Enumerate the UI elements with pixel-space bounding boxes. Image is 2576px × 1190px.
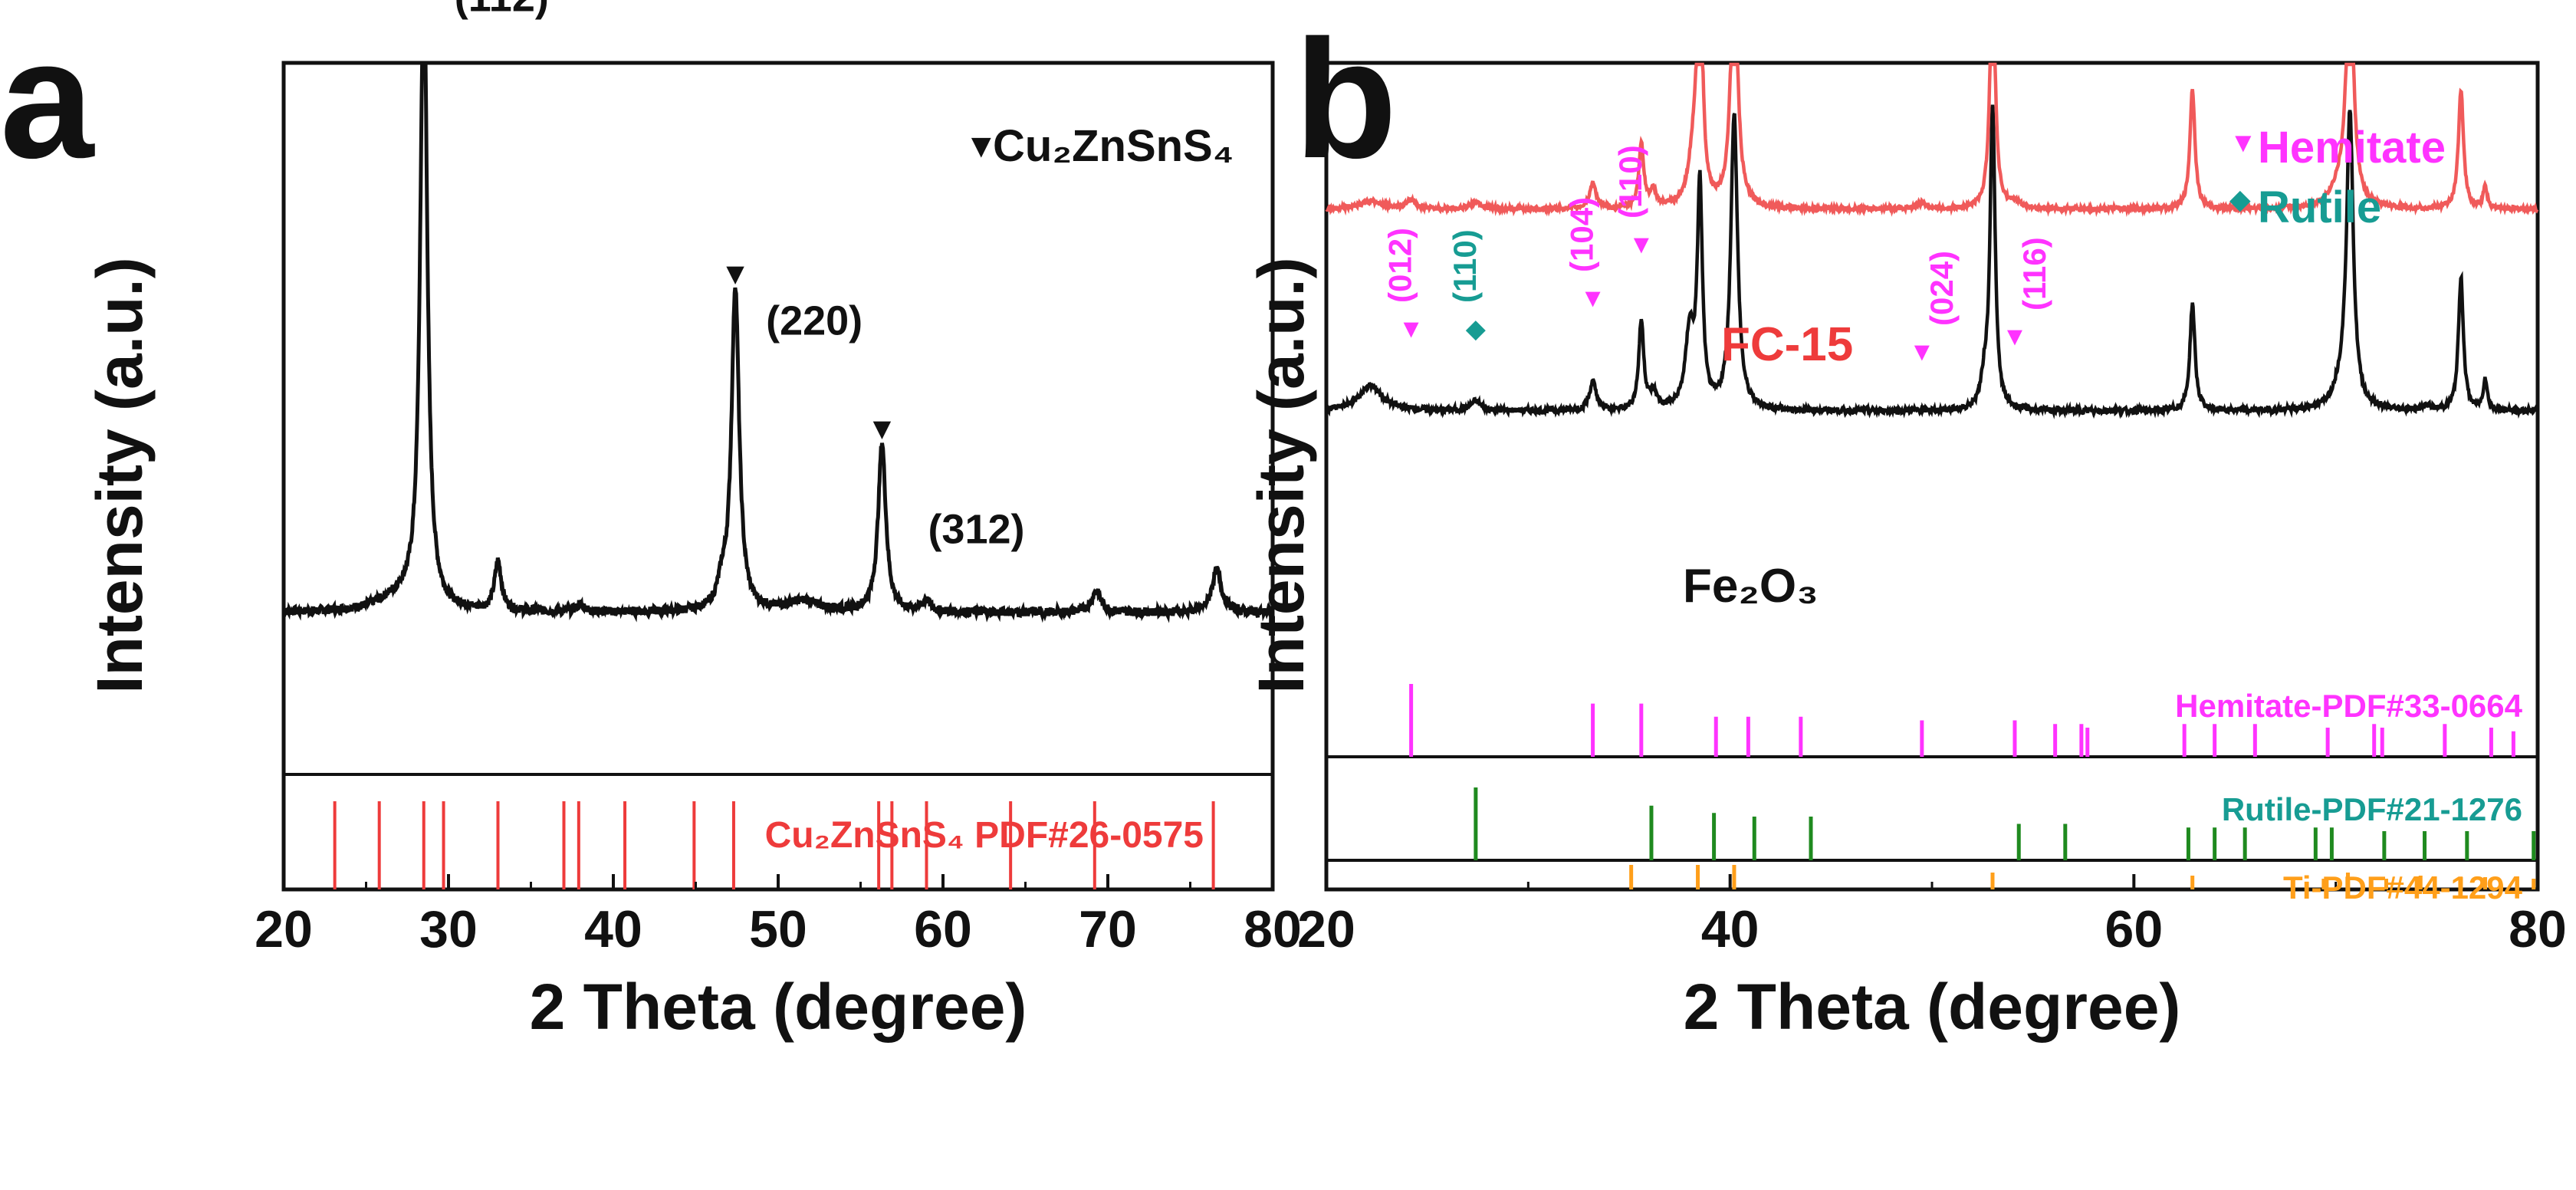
- panel-b-series-line: [1324, 104, 2539, 419]
- panel-a-reference-label: Cu₂ZnSnS₄ PDF#26-0575: [765, 815, 1204, 856]
- panel-a-tick-label: 30: [419, 900, 478, 958]
- panel-a-tick-label: 50: [749, 900, 807, 958]
- panel-b-xlabel: 2 Theta (degree): [1684, 971, 2181, 1043]
- panel-a-plot: ▼ (112) ▼ (220) ▼ (312): [282, 0, 1274, 889]
- panel-a-tick-label: 60: [914, 900, 972, 958]
- panel-a-series-line: [282, 62, 1274, 623]
- panel-b-peak-marker: ▼: [1628, 230, 1654, 259]
- ref-label-rutile: Rutile-PDF#21-1276: [2222, 791, 2522, 827]
- ref-label-hemitate: Hemitate-PDF#33-0664: [2175, 688, 2523, 724]
- panel-a-peak-marker: ▼: [720, 258, 751, 291]
- ref-label-ti: Ti-PDF#44-1294: [2283, 869, 2523, 906]
- panel-b-letter: b: [1294, 5, 1397, 193]
- panel-a-tick-label: 80: [1244, 900, 1302, 958]
- panel-a-peak-label: (312): [928, 507, 1024, 553]
- panel-b-peak-label: (024): [1924, 251, 1960, 326]
- panel-a-xlabel: 2 Theta (degree): [530, 971, 1027, 1043]
- panel-b-peak-marker: ▼: [1398, 314, 1424, 344]
- panel-a: a ▼ (112) ▼ (220) ▼ (312) 20 30 40 50 60 70 80 2 Th…: [0, 0, 1302, 1043]
- panel-b-peak-marker: ▼: [1909, 337, 1935, 367]
- panel-b-peak-labels: ▼ (012) ◆ (110) ▼ (104) ▼ (110) ▼ (024) ▼ (116): [1382, 145, 2052, 367]
- panel-b-peak-label: (012): [1382, 228, 1418, 303]
- panel-b-tick-label: 20: [1297, 900, 1355, 958]
- panel-a-tick-label: 70: [1079, 900, 1137, 958]
- panel-b-peak-label: (110): [1447, 229, 1483, 303]
- panel-a-peak-label: (112): [455, 0, 549, 20]
- panel-b-series-line: [1325, 62, 2539, 218]
- series-label-fe2o3: Fe₂O₃: [1683, 560, 1819, 613]
- panel-b-plot: [1324, 62, 2539, 889]
- panel-b: b 20 40 60 80 2 Theta (degree) Intensity (a…: [1245, 5, 2567, 1043]
- panel-a-tick-label: 20: [255, 900, 313, 958]
- panel-b-peak-label: (104): [1564, 197, 1600, 272]
- panel-b-x-ticks: 20 40 60 80: [1297, 874, 2567, 958]
- panel-b-tick-label: 60: [2105, 900, 2164, 958]
- panel-a-peak-label: (220): [766, 298, 863, 344]
- panel-a-peak-marker: ▼: [867, 413, 898, 446]
- legend-rutile-text: Rutile: [2258, 182, 2381, 232]
- panel-a-legend-text: Cu₂ZnSnS₄: [993, 121, 1234, 171]
- legend-hemitate-marker: ▼: [2229, 127, 2257, 158]
- legend-hemitate-text: Hemitate: [2258, 123, 2446, 173]
- panel-b-tick-label: 40: [1701, 900, 1760, 958]
- panel-a-ylabel: Intensity (a.u.): [84, 257, 156, 693]
- panel-b-ylabel: Intensity (a.u.): [1245, 257, 1317, 693]
- panel-a-legend-marker: ▼: [964, 127, 998, 165]
- legend-rutile-marker: ◆: [2229, 183, 2251, 215]
- panel-b-peak-label: (110): [1612, 145, 1648, 219]
- panel-b-peak-marker: ▼: [2002, 322, 2028, 351]
- panel-b-peak-marker: ◆: [1466, 314, 1487, 344]
- panel-b-tick-label: 80: [2509, 900, 2567, 958]
- series-label-fc15: FC-15: [1721, 318, 1853, 371]
- panel-a-tick-label: 40: [584, 900, 642, 958]
- panel-a-letter: a: [0, 5, 95, 193]
- panel-b-peak-label: (116): [2016, 237, 2052, 311]
- panel-a-x-ticks: 20 30 40 50 60 70 80: [255, 874, 1302, 958]
- panel-b-peak-marker: ▼: [1580, 284, 1606, 313]
